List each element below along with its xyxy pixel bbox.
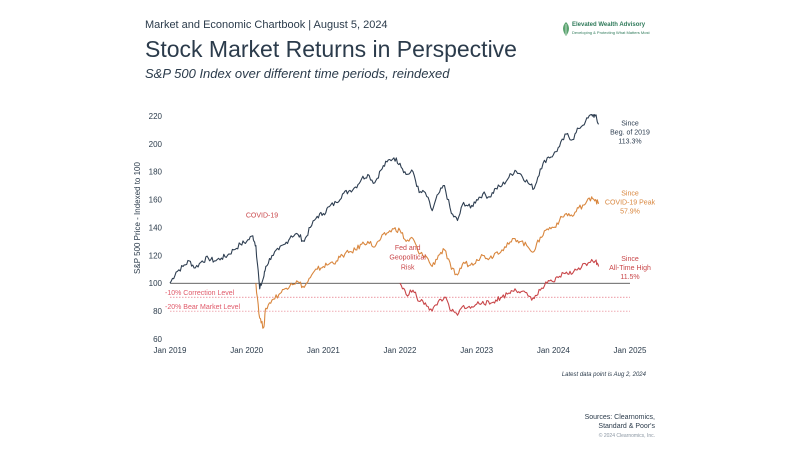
series-line-3 xyxy=(399,258,600,316)
series-line-1 xyxy=(169,113,600,290)
x-tick-label: Jan 2019 xyxy=(154,346,187,355)
series-label: All-Time High xyxy=(609,265,651,272)
y-tick-label: 100 xyxy=(149,279,163,288)
chart-annotation: Fed and xyxy=(395,245,421,252)
reference-line-label: -20% Bear Market Level xyxy=(165,304,241,311)
copyright: © 2024 Clearnomics, Inc. xyxy=(598,433,655,439)
chart-title: Stock Market Returns in Perspective xyxy=(145,36,517,62)
latest-data-note: Latest data point is Aug 2, 2024 xyxy=(561,372,646,378)
chart-annotation: Geopolitical xyxy=(389,255,426,262)
logo-name: Elevated Wealth Advisory xyxy=(572,22,646,28)
y-tick-label: 60 xyxy=(153,335,162,344)
series-label: Beg. of 2019 xyxy=(610,130,650,137)
y-tick-label: 80 xyxy=(153,307,162,316)
series-line-2 xyxy=(255,196,600,329)
axes: 60 80 100 120 140 160 180 200 220 Jan 2019 Jan 202… xyxy=(149,112,647,355)
series-label: COVID-19 Peak xyxy=(605,199,656,206)
y-tick-label: 120 xyxy=(149,251,163,260)
y-tick-label: 220 xyxy=(149,112,163,121)
x-tick-label: Jan 2024 xyxy=(537,346,570,355)
series-labels: Since Beg. of 2019 113.3% Since COVID-19 Pea… xyxy=(246,121,656,281)
leaf-icon xyxy=(563,22,569,36)
series-lines xyxy=(169,113,600,329)
company-logo: Elevated Wealth Advisory Developing & Pr… xyxy=(560,22,680,42)
sources-line-1: Sources: Clearnomics, xyxy=(584,414,655,421)
x-tick-label: Jan 2021 xyxy=(307,346,340,355)
chart-annotation: Risk xyxy=(401,264,415,271)
sources-note: Sources: Clearnomics, Standard & Poor's xyxy=(530,413,655,431)
series-label: Since xyxy=(621,190,639,197)
y-axis-label: S&P 500 Price - Indexed to 100 xyxy=(133,161,142,273)
y-tick-label: 200 xyxy=(149,140,163,149)
reference-line-label: -10% Correction Level xyxy=(165,290,235,297)
sources-line-2: Standard & Poor's xyxy=(598,423,655,430)
y-tick-label: 160 xyxy=(149,196,163,205)
series-label: Since xyxy=(621,121,639,128)
series-label: 113.3% xyxy=(618,139,641,146)
y-tick-label: 180 xyxy=(149,168,163,177)
chartbook-header: Market and Economic Chartbook | August 5… xyxy=(145,19,388,31)
series-label: 11.5% xyxy=(620,274,639,281)
series-label: 57.9% xyxy=(620,208,640,215)
x-tick-label: Jan 2023 xyxy=(460,346,493,355)
y-tick-label: 140 xyxy=(149,223,163,232)
chart-subtitle: S&P 500 Index over different time period… xyxy=(145,66,450,81)
chart-annotation: COVID-19 xyxy=(246,213,278,220)
series-label: Since xyxy=(621,256,639,263)
x-tick-label: Jan 2025 xyxy=(614,346,647,355)
x-tick-label: Jan 2020 xyxy=(230,346,263,355)
logo-tagline: Developing & Protecting What Matters Mos… xyxy=(572,30,650,35)
x-tick-label: Jan 2022 xyxy=(384,346,417,355)
reference-lines: -10% Correction Level -20% Bear Market Le… xyxy=(165,282,630,312)
